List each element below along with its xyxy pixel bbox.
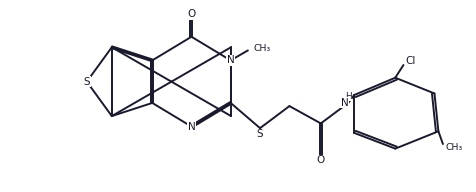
Text: S: S [83, 77, 90, 87]
Text: N: N [187, 122, 195, 132]
Text: N: N [226, 55, 234, 65]
Text: O: O [316, 155, 324, 165]
Text: CH₃: CH₃ [253, 44, 270, 53]
Text: CH₃: CH₃ [444, 143, 462, 152]
Text: Cl: Cl [405, 56, 415, 66]
Text: S: S [256, 129, 263, 139]
Text: H: H [344, 92, 351, 101]
Text: O: O [187, 9, 195, 19]
Text: N: N [340, 98, 348, 108]
